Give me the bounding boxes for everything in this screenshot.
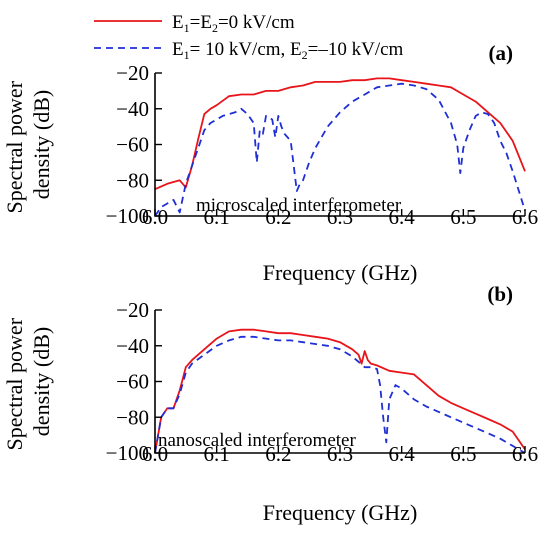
y-axis-title: Spectral power density (dB) [2,75,54,213]
x-tick-label: 6.6 [512,442,538,466]
y-tick-label: −80 [116,168,149,192]
x-tick-label: 6.3 [327,205,353,229]
y-axis-title-line-2: density (dB) [29,90,54,199]
panel-label: (b) [487,282,513,306]
y-axis-title: Spectral power density (dB) [2,312,54,450]
series-line-1 [154,335,526,454]
x-tick-label: 6.4 [389,205,416,229]
y-tick-label: −100 [106,204,149,228]
y-tick-label: −60 [116,133,149,157]
y-tick-label: −100 [106,441,149,465]
y-axis-title-line-2: density (dB) [29,327,54,436]
panel-a: (a) 6.0 6.1 6.2 6.3 6.4 6.5 6.6−100−80−60−40−2… [2,41,538,285]
axis-frame [154,73,525,217]
panel-label: (a) [489,41,514,65]
x-tick-label: 6.1 [204,442,230,466]
legend-entry-1: E1= 10 kV/cm, E2=–10 kV/cm [94,39,404,62]
x-tick-label: 6.1 [204,205,230,229]
legend-label-0: E1=E2=0 kV/cm [172,12,295,35]
x-tick-label: 6.5 [450,442,476,466]
x-tick-label: 6.2 [265,442,291,466]
y-tick-label: −60 [116,370,149,394]
series-line-1 [154,82,526,217]
series-layer [154,77,526,217]
y-tick-label: −80 [116,405,149,429]
tick-layer: 6.0 6.1 6.2 6.3 6.4 6.5 6.6−100−80−60−40−20 [106,298,538,466]
panel-b: (b) 6.0 6.1 6.2 6.3 6.4 6.5 6.6−100−80−60−40−2… [2,282,538,525]
y-tick-label: −20 [116,61,149,85]
legend-label-1: E1= 10 kV/cm, E2=–10 kV/cm [172,39,404,62]
annotation-label: nanoscaled interferometer [158,430,356,451]
x-axis-title: Frequency (GHz) [263,500,418,525]
x-axis-title: Frequency (GHz) [263,260,418,285]
legend-entry-0: E1=E2=0 kV/cm [94,12,295,35]
y-tick-label: −40 [116,334,149,358]
series-line-0 [154,328,526,454]
x-tick-label: 6.4 [389,442,416,466]
axis-frame [154,310,525,454]
series-layer [154,328,526,454]
legend: E1=E2=0 kV/cm E1= 10 kV/cm, E2=–10 kV/cm [94,12,404,62]
series-line-0 [154,77,526,191]
y-axis-title-line-1: Spectral power [2,317,27,450]
x-tick-label: 6.2 [265,205,291,229]
x-tick-label: 6.3 [327,442,353,466]
y-axis-title-line-1: Spectral power [2,80,27,213]
y-tick-label: −20 [116,298,149,322]
x-tick-label: 6.6 [512,205,538,229]
x-tick-label: 6.5 [450,205,476,229]
annotation-label: microscaled interferometer [196,195,402,216]
y-tick-label: −40 [116,97,149,121]
